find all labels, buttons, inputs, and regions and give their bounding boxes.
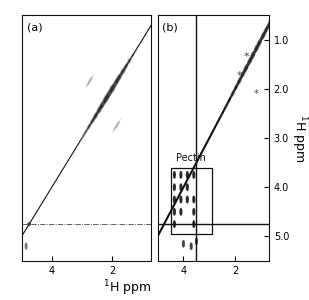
Y-axis label: $^1$H ppm: $^1$H ppm <box>289 114 308 162</box>
Text: $^1$H ppm: $^1$H ppm <box>103 279 151 298</box>
Ellipse shape <box>114 74 121 85</box>
Ellipse shape <box>91 77 92 80</box>
Ellipse shape <box>272 14 275 20</box>
Ellipse shape <box>193 208 195 215</box>
Ellipse shape <box>94 112 98 118</box>
Ellipse shape <box>186 184 188 190</box>
Ellipse shape <box>268 20 271 26</box>
Ellipse shape <box>267 17 273 28</box>
Ellipse shape <box>121 66 126 75</box>
Text: *: * <box>244 52 250 62</box>
Ellipse shape <box>112 131 113 132</box>
Ellipse shape <box>183 241 184 247</box>
Ellipse shape <box>261 28 267 40</box>
Ellipse shape <box>173 196 175 203</box>
Ellipse shape <box>241 71 244 77</box>
Ellipse shape <box>275 8 278 13</box>
Ellipse shape <box>114 79 118 86</box>
Ellipse shape <box>107 90 112 98</box>
Ellipse shape <box>225 101 229 108</box>
Ellipse shape <box>180 184 182 190</box>
Text: *: * <box>253 89 258 99</box>
Ellipse shape <box>219 114 222 119</box>
Ellipse shape <box>100 101 105 108</box>
Ellipse shape <box>173 208 175 215</box>
Ellipse shape <box>104 95 108 103</box>
Ellipse shape <box>238 78 241 84</box>
Ellipse shape <box>124 64 128 69</box>
Ellipse shape <box>25 243 27 249</box>
Ellipse shape <box>173 172 175 178</box>
Ellipse shape <box>88 124 90 129</box>
Ellipse shape <box>128 59 131 63</box>
Ellipse shape <box>116 124 118 128</box>
Ellipse shape <box>93 75 94 76</box>
Ellipse shape <box>97 107 101 113</box>
Ellipse shape <box>244 64 248 71</box>
Ellipse shape <box>248 51 255 64</box>
Ellipse shape <box>78 142 79 144</box>
Ellipse shape <box>186 172 188 178</box>
Ellipse shape <box>87 122 91 130</box>
Ellipse shape <box>251 51 255 59</box>
Ellipse shape <box>83 134 85 137</box>
Ellipse shape <box>193 172 195 178</box>
Ellipse shape <box>180 172 182 178</box>
Ellipse shape <box>117 74 121 81</box>
Ellipse shape <box>280 0 284 3</box>
Ellipse shape <box>228 98 231 102</box>
Ellipse shape <box>87 83 89 86</box>
Ellipse shape <box>132 54 133 57</box>
Ellipse shape <box>180 208 182 215</box>
Text: (b): (b) <box>162 22 178 32</box>
Ellipse shape <box>254 45 258 52</box>
Ellipse shape <box>242 64 248 75</box>
Ellipse shape <box>91 118 94 124</box>
Ellipse shape <box>261 32 265 39</box>
Ellipse shape <box>190 243 192 249</box>
Ellipse shape <box>222 111 223 114</box>
Ellipse shape <box>97 102 104 113</box>
Ellipse shape <box>186 196 188 203</box>
Ellipse shape <box>258 39 261 46</box>
Ellipse shape <box>254 40 261 52</box>
Ellipse shape <box>274 7 278 15</box>
Ellipse shape <box>120 119 121 120</box>
Ellipse shape <box>225 105 227 108</box>
Ellipse shape <box>193 196 195 203</box>
Ellipse shape <box>92 112 98 122</box>
Ellipse shape <box>110 84 115 92</box>
Ellipse shape <box>173 184 175 190</box>
Ellipse shape <box>108 83 116 95</box>
Ellipse shape <box>236 76 242 86</box>
Ellipse shape <box>127 58 131 65</box>
Ellipse shape <box>85 130 87 133</box>
Ellipse shape <box>28 223 30 226</box>
Ellipse shape <box>235 84 238 90</box>
Ellipse shape <box>88 80 91 83</box>
Ellipse shape <box>80 138 82 141</box>
Ellipse shape <box>82 133 85 138</box>
Text: *: * <box>236 71 242 82</box>
Ellipse shape <box>121 69 125 75</box>
Ellipse shape <box>231 91 234 96</box>
Text: (a): (a) <box>27 22 42 32</box>
Text: Pectin: Pectin <box>176 153 206 163</box>
Ellipse shape <box>114 127 116 130</box>
Ellipse shape <box>180 196 182 203</box>
Ellipse shape <box>248 58 252 65</box>
Ellipse shape <box>196 238 197 244</box>
Ellipse shape <box>173 221 175 227</box>
Ellipse shape <box>118 121 120 124</box>
Bar <box>171 167 212 234</box>
Ellipse shape <box>133 50 136 55</box>
Ellipse shape <box>279 2 281 6</box>
Ellipse shape <box>88 127 89 128</box>
Ellipse shape <box>265 26 268 33</box>
Ellipse shape <box>193 221 195 227</box>
Ellipse shape <box>85 130 87 134</box>
Ellipse shape <box>103 92 110 105</box>
Ellipse shape <box>231 88 235 97</box>
